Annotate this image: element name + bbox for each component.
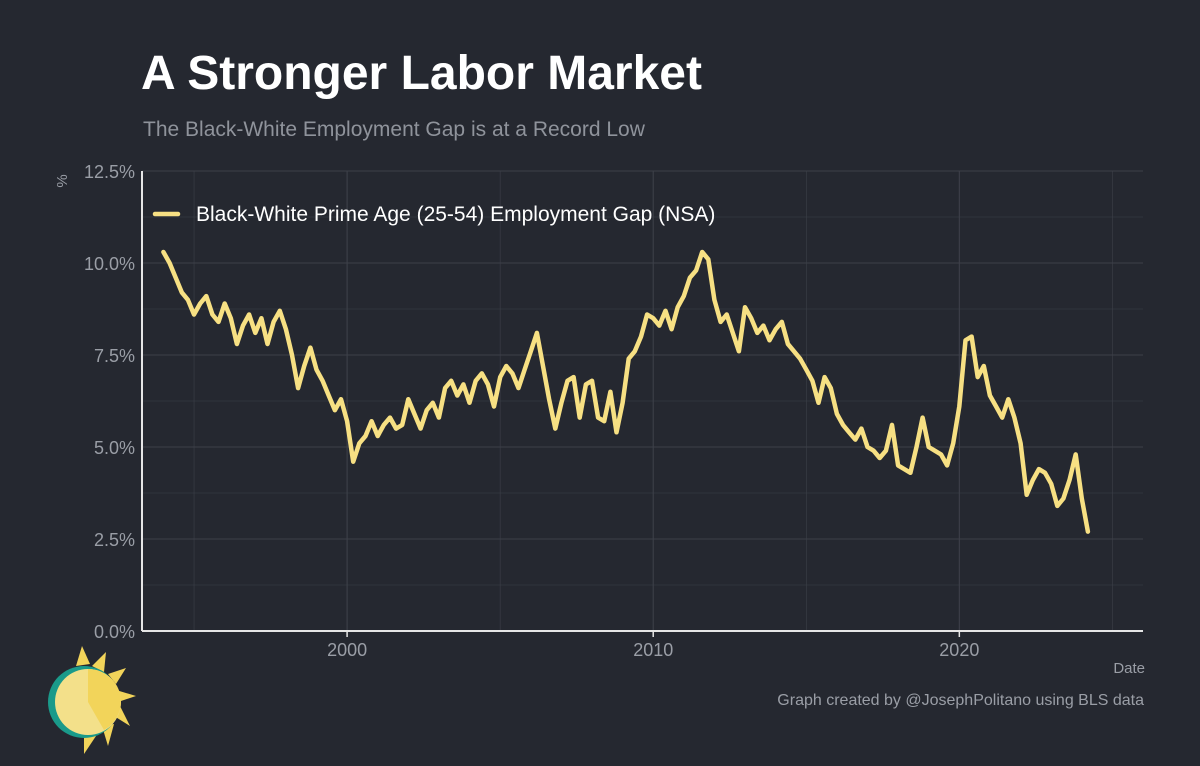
chart-title: A Stronger Labor Market: [141, 47, 702, 100]
legend: Black-White Prime Age (25-54) Employment…: [152, 203, 715, 226]
series-layer: [161, 249, 1091, 534]
y-tick-label: 12.5%: [84, 162, 135, 182]
axes: [141, 171, 1143, 637]
y-tick-label: 7.5%: [94, 346, 135, 366]
x-axis-label: Date: [1113, 660, 1145, 677]
legend-label: Black-White Prime Age (25-54) Employment…: [196, 203, 715, 226]
x-tick-label: 2020: [939, 640, 979, 660]
x-tick-label: 2000: [327, 640, 367, 660]
y-tick-label: 5.0%: [94, 438, 135, 458]
y-tick-label: 10.0%: [84, 254, 135, 274]
x-tick-label: 2010: [633, 640, 673, 660]
source-caption: Graph created by @JosephPolitano using B…: [777, 692, 1144, 709]
tick-labels: 0.0% 2.5% 5.0% 7.5% 10.0% 12.5% 2000 2010 2020: [84, 162, 979, 660]
y-axis-label: %: [54, 174, 71, 187]
y-tick-label: 2.5%: [94, 530, 135, 550]
y-tick-label: 0.0%: [94, 622, 135, 642]
series-line: [161, 249, 1091, 534]
chart-subtitle: The Black-White Employment Gap is at a R…: [143, 118, 645, 141]
sun-logo-icon: [48, 646, 136, 754]
